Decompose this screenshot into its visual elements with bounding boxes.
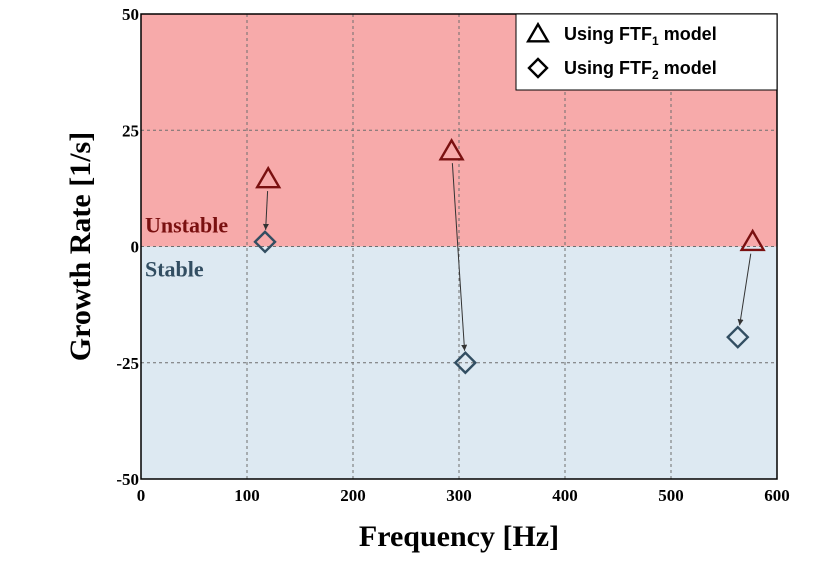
shift-arrows (262, 163, 752, 351)
triangle-point (255, 165, 282, 189)
x-tick-label: 0 (137, 486, 146, 505)
y-tick-label: 0 (131, 238, 140, 257)
stable-label: Stable (145, 257, 204, 282)
legend-entry: Using FTF1 model (564, 24, 717, 48)
shift-arrow (262, 191, 269, 230)
shift-arrow (737, 253, 752, 326)
y-tick-label: 50 (122, 5, 139, 24)
diamond-point (253, 230, 277, 254)
data-markers (253, 137, 766, 375)
unstable-label: Unstable (145, 213, 228, 238)
x-tick-label: 200 (340, 486, 366, 505)
diamond-point (453, 351, 478, 375)
y-tick-label: -25 (116, 354, 139, 373)
diamond-point (726, 325, 750, 349)
plot-frame (140, 13, 778, 480)
grid-lines (141, 14, 777, 479)
y-tick-label: 25 (122, 121, 139, 140)
triangle-point (739, 228, 766, 252)
x-tick-label: 300 (446, 486, 472, 505)
x-tick-label: 600 (764, 486, 790, 505)
triangle-point (438, 137, 465, 161)
shift-arrow (451, 163, 468, 351)
x-axis-title: Frequency [Hz] (359, 520, 559, 553)
y-tick-label: -50 (116, 470, 139, 489)
x-tick-label: 500 (658, 486, 684, 505)
legend-entry: Using FTF2 model (564, 58, 717, 82)
legend-diamond-icon (527, 57, 549, 79)
x-tick-label: 400 (552, 486, 578, 505)
legend-triangle-icon (526, 21, 550, 43)
legend-box (515, 13, 778, 91)
y-tick-labels: 50 25 0 -25 -50 (116, 5, 139, 489)
legend: Using FTF1 model Using FTF2 model (515, 13, 778, 91)
region-labels: Unstable Stable (145, 213, 228, 282)
x-tick-label: 100 (234, 486, 260, 505)
x-tick-labels: 0 100 200 300 400 500 600 (137, 486, 790, 505)
y-axis-title: Growth Rate [1/s] (64, 132, 97, 361)
